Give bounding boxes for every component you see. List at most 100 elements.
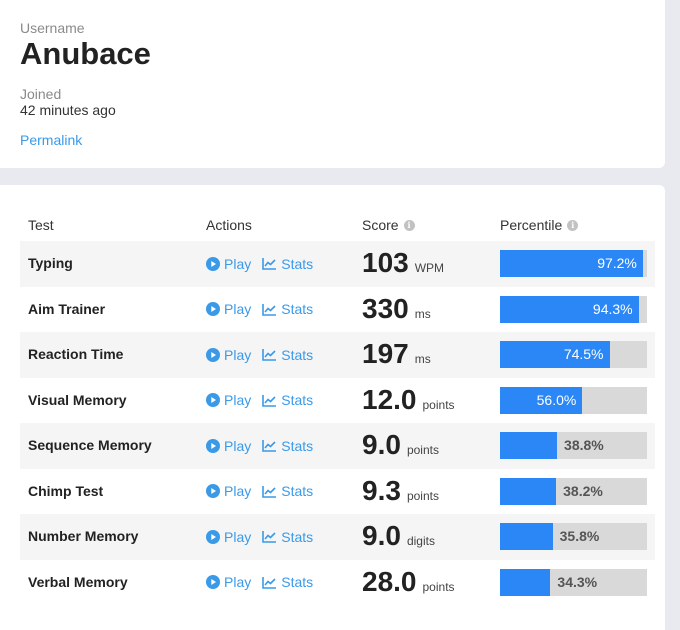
row-actions: Play Stats <box>206 287 313 332</box>
percentile-bar: 56.0% <box>500 386 647 414</box>
header-test: Test <box>28 217 54 233</box>
play-button[interactable]: Play <box>206 301 251 317</box>
score-unit: ms <box>414 352 431 366</box>
percentile-bar-fill <box>500 250 643 277</box>
score: 330 ms <box>362 287 431 332</box>
row-actions: Play Stats <box>206 560 313 605</box>
percentile-label: 38.2% <box>563 482 603 499</box>
row-actions: Play Stats <box>206 378 313 423</box>
header-score: Score i <box>362 217 415 233</box>
score-value: 28.0 <box>362 565 417 597</box>
header-percentile-label: Percentile <box>500 217 563 233</box>
table-row: Typing Play Stats 103 WPM 97.2% <box>20 241 655 287</box>
play-button[interactable]: Play <box>206 574 251 590</box>
percentile-bar-fill <box>500 568 551 596</box>
header-score-label: Score <box>362 217 399 233</box>
test-name: Aim Trainer <box>28 300 106 317</box>
stats-button[interactable]: Stats <box>262 392 313 408</box>
stats-button[interactable]: Stats <box>262 301 313 317</box>
test-name: Reaction Time <box>28 346 124 362</box>
play-button[interactable]: Play <box>206 483 251 499</box>
stats-button[interactable]: Stats <box>262 529 313 545</box>
percentile-bar-fill <box>500 523 553 550</box>
row-actions: Play Stats <box>206 469 313 514</box>
test-name: Sequence Memory <box>28 437 152 453</box>
percentile-label: 94.3% <box>592 300 633 317</box>
play-label: Play <box>224 392 252 408</box>
stats-button[interactable]: Stats <box>262 483 313 499</box>
profile-card: Username Anubace Joined 42 minutes ago P… <box>0 0 665 168</box>
percentile-label: 56.0% <box>536 391 577 408</box>
stats-card: Test Actions Score i Percentile i Typing Pl… <box>0 185 665 630</box>
stats-label: Stats <box>281 301 314 317</box>
play-button[interactable]: Play <box>206 347 251 363</box>
test-name: Typing <box>28 255 73 271</box>
percentile-bar-fill <box>500 477 557 505</box>
play-label: Play <box>224 346 252 363</box>
score-unit: ms <box>414 306 431 321</box>
score-unit: digits <box>406 534 435 548</box>
percentile-bar-fill <box>500 341 610 368</box>
permalink-link[interactable]: Permalink <box>20 132 83 148</box>
score-unit: points <box>422 579 455 594</box>
play-circle-icon <box>206 393 220 407</box>
table-row: Sequence Memory Play Stats 9.0 points 38.8% <box>20 423 655 469</box>
stats-button[interactable]: Stats <box>262 256 313 272</box>
header-test-label: Test <box>28 217 54 233</box>
line-chart-icon <box>262 440 277 452</box>
table-row: Verbal Memory Play Stats 28.0 points 34.3% <box>20 560 655 606</box>
score-value: 12.0 <box>362 383 417 415</box>
username: Anubace <box>20 36 151 71</box>
stats-button[interactable]: Stats <box>262 438 313 454</box>
line-chart-icon <box>262 303 277 316</box>
percentile-label: 97.2% <box>597 255 637 271</box>
header-actions: Actions <box>206 217 252 233</box>
percentile-bar: 74.5% <box>500 341 647 368</box>
stats-label: Stats <box>281 392 314 408</box>
test-name: Verbal Memory <box>28 573 128 590</box>
score: 28.0 points <box>362 560 455 605</box>
percentile-bar-fill <box>500 295 639 323</box>
score-unit: points <box>422 397 455 412</box>
play-button[interactable]: Play <box>206 256 251 272</box>
score-value: 330 <box>362 292 409 324</box>
info-icon[interactable]: i <box>567 219 579 231</box>
line-chart-icon <box>262 485 277 498</box>
percentile-bar: 34.3% <box>500 568 647 596</box>
score-value: 9.0 <box>362 429 401 460</box>
row-actions: Play Stats <box>206 332 313 377</box>
percentile-bar: 38.2% <box>500 477 647 505</box>
score-value: 103 <box>362 247 409 278</box>
stats-button[interactable]: Stats <box>262 574 313 590</box>
table-row: Reaction Time Play Stats 197 ms 74.5% <box>20 332 655 378</box>
stats-table: Test Actions Score i Percentile i Typing Pl… <box>20 210 655 605</box>
play-label: Play <box>224 437 252 454</box>
row-actions: Play Stats <box>206 241 313 286</box>
play-circle-icon <box>206 302 220 316</box>
joined-value: 42 minutes ago <box>20 102 116 118</box>
table-body: Typing Play Stats 103 WPM 97.2% Aim Trainer Pla… <box>20 241 655 605</box>
play-circle-icon <box>206 529 220 544</box>
play-label: Play <box>224 483 252 499</box>
stats-button[interactable]: Stats <box>262 347 313 363</box>
line-chart-icon <box>262 394 277 407</box>
stats-label: Stats <box>281 528 314 545</box>
percentile-bar: 38.8% <box>500 432 647 459</box>
score-unit: points <box>406 443 439 457</box>
info-icon[interactable]: i <box>403 219 415 231</box>
play-circle-icon <box>206 347 220 362</box>
play-circle-icon <box>206 484 220 498</box>
score-unit: WPM <box>414 261 445 275</box>
play-button[interactable]: Play <box>206 529 251 545</box>
play-button[interactable]: Play <box>206 438 251 454</box>
percentile-bar: 94.3% <box>500 295 647 323</box>
score-unit: points <box>406 488 439 503</box>
play-label: Play <box>224 255 252 272</box>
score: 197 ms <box>362 332 431 377</box>
table-row: Number Memory Play Stats 9.0 digits 35.8% <box>20 514 655 560</box>
percentile-label: 74.5% <box>563 346 604 362</box>
row-actions: Play Stats <box>206 423 313 468</box>
play-button[interactable]: Play <box>206 392 251 408</box>
score: 103 WPM <box>362 241 444 286</box>
test-name: Visual Memory <box>28 391 127 408</box>
